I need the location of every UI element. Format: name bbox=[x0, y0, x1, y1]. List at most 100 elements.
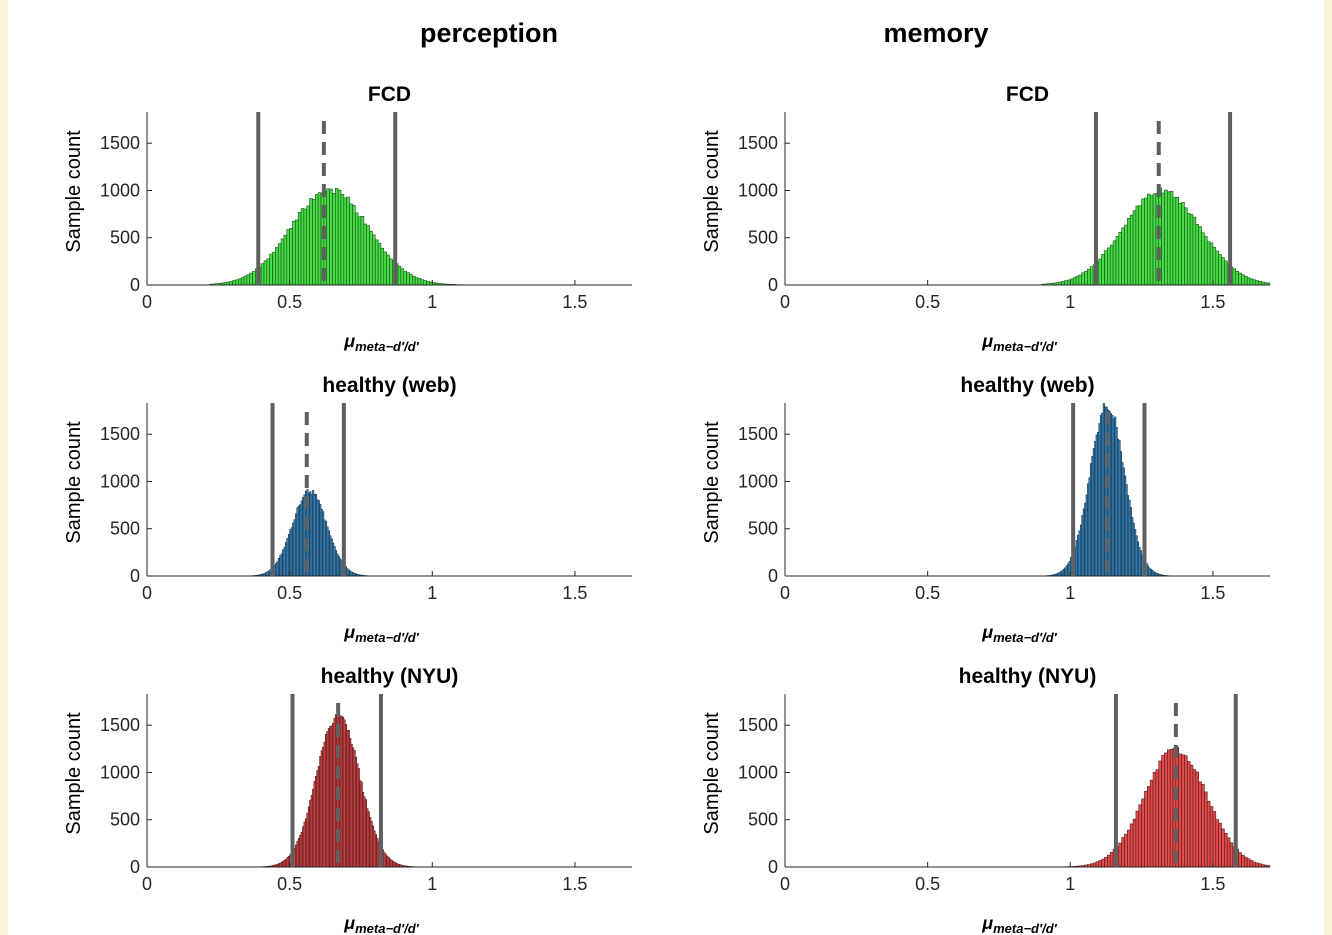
histogram-bar bbox=[1221, 828, 1225, 868]
histogram-bar bbox=[303, 208, 308, 286]
histogram-bar bbox=[423, 280, 427, 286]
histogram-bar bbox=[1104, 250, 1108, 286]
histogram-bar bbox=[1181, 754, 1185, 868]
histogram-bar bbox=[1215, 819, 1219, 868]
histogram-bar bbox=[357, 216, 362, 286]
histogram-bar bbox=[420, 279, 425, 286]
histogram-bar bbox=[1084, 270, 1088, 286]
x-axis-label: μmeta−d′/d′ bbox=[343, 331, 419, 354]
histogram-bar bbox=[1238, 272, 1242, 286]
histogram-bar bbox=[1164, 189, 1168, 286]
y-tick-label: 1000 bbox=[738, 471, 778, 491]
x-axis-label: μmeta−d′/d′ bbox=[343, 913, 419, 935]
histogram-bar bbox=[377, 243, 382, 286]
histogram-bar bbox=[417, 278, 422, 286]
histogram-bar bbox=[1184, 207, 1188, 286]
histogram-bar bbox=[1161, 755, 1165, 868]
y-axis-label: Sample count bbox=[63, 421, 85, 544]
x-axis-label-symbol: μ bbox=[981, 622, 993, 642]
histogram-bar bbox=[260, 263, 265, 286]
histogram-bar bbox=[232, 280, 236, 286]
subplot-5: 0 0.5 1 1.5 0 500 1000 1500 healthy (NYU) Sample … bbox=[63, 665, 632, 935]
y-axis-label: Sample count bbox=[701, 712, 723, 835]
histogram-bar bbox=[1135, 205, 1140, 286]
histogram-bar bbox=[1098, 860, 1102, 868]
histogram-bars bbox=[1064, 747, 1271, 868]
histogram-bar bbox=[1244, 856, 1248, 868]
histogram-bar bbox=[406, 272, 410, 286]
histogram-bar bbox=[312, 199, 316, 286]
subplot-title: healthy (web) bbox=[960, 374, 1094, 397]
x-tick-label: 1.5 bbox=[562, 874, 587, 894]
figure: perception memory 0 0.5 1 1.5 0 500 1000 1500 FC… bbox=[8, 0, 1324, 935]
histogram-bar bbox=[340, 194, 345, 286]
y-tick-label: 500 bbox=[110, 228, 140, 248]
histogram-bar bbox=[1249, 278, 1254, 286]
histogram-bar bbox=[332, 192, 336, 286]
histogram-bar bbox=[1155, 769, 1160, 868]
column-title-perception: perception bbox=[419, 18, 559, 48]
y-axis-label: Sample count bbox=[63, 712, 85, 835]
x-axis-label: μmeta−d′/d′ bbox=[981, 622, 1057, 645]
x-tick-label: 1 bbox=[427, 292, 437, 312]
histogram-bar bbox=[1192, 769, 1197, 868]
histogram-bar bbox=[1246, 277, 1251, 286]
histogram-bar bbox=[286, 229, 290, 286]
x-tick-label: 1 bbox=[1065, 583, 1075, 603]
y-tick-label: 0 bbox=[768, 857, 778, 877]
histogram-bar bbox=[1078, 274, 1083, 286]
x-axis-label-subscript: meta−d′/d′ bbox=[993, 630, 1058, 645]
histogram-bar bbox=[1109, 852, 1114, 868]
x-tick-label: 1 bbox=[1065, 874, 1075, 894]
histogram-bar bbox=[360, 216, 365, 286]
histogram-bar bbox=[1144, 197, 1148, 286]
histogram-bar bbox=[412, 275, 416, 286]
histogram-bar bbox=[1132, 210, 1137, 286]
y-tick-label: 1500 bbox=[738, 133, 778, 153]
histogram-bar bbox=[1118, 842, 1122, 868]
histogram-bar bbox=[1244, 275, 1248, 286]
histogram-bar bbox=[1141, 198, 1145, 286]
histogram-bar bbox=[403, 270, 407, 286]
x-tick-label: 0.5 bbox=[277, 874, 302, 894]
histogram-bar bbox=[1209, 806, 1214, 868]
x-tick-label: 0.5 bbox=[915, 583, 940, 603]
y-tick-label: 1000 bbox=[738, 180, 778, 200]
histogram-bar bbox=[1195, 224, 1199, 286]
x-tick-label: 1.5 bbox=[562, 583, 587, 603]
histogram-bar bbox=[1147, 193, 1151, 286]
histogram-bar bbox=[1089, 266, 1094, 286]
y-tick-label: 0 bbox=[130, 275, 140, 295]
histogram-bar bbox=[315, 194, 319, 286]
x-axis-label-symbol: μ bbox=[343, 622, 355, 642]
histogram-bar bbox=[1255, 280, 1259, 286]
histogram-bar bbox=[1064, 280, 1068, 286]
histogram-bar bbox=[1121, 837, 1125, 868]
histogram-bar bbox=[283, 234, 288, 286]
histogram-bar bbox=[1246, 858, 1251, 868]
histogram-bar bbox=[1124, 833, 1128, 868]
y-axis-label: Sample count bbox=[63, 130, 85, 253]
x-axis-label: μmeta−d′/d′ bbox=[981, 913, 1057, 935]
histogram-bar bbox=[235, 279, 239, 286]
y-tick-label: 500 bbox=[748, 810, 778, 830]
histogram-bar bbox=[1178, 753, 1182, 868]
y-axis-label: Sample count bbox=[701, 421, 723, 544]
histogram-bar bbox=[1127, 218, 1131, 286]
histogram-bar bbox=[1138, 804, 1142, 868]
histogram-bar bbox=[1152, 193, 1157, 286]
histogram-bar bbox=[1189, 214, 1194, 286]
y-tick-label: 1500 bbox=[738, 424, 778, 444]
y-tick-label: 1000 bbox=[738, 762, 778, 782]
y-tick-label: 0 bbox=[768, 566, 778, 586]
histogram-bar bbox=[363, 223, 367, 286]
x-tick-label: 0 bbox=[780, 583, 790, 603]
histogram-bar bbox=[1198, 781, 1202, 868]
histogram-bar bbox=[280, 238, 285, 286]
subplot-1: 0 0.5 1 1.5 0 500 1000 1500 FCD Sample count μmeta… bbox=[63, 83, 632, 354]
histogram-bar bbox=[292, 220, 296, 286]
subplot-2: 0 0.5 1 1.5 0 500 1000 1500 FCD Sample count μmeta… bbox=[701, 83, 1271, 354]
x-tick-label: 1 bbox=[427, 583, 437, 603]
histogram-bar bbox=[1226, 837, 1231, 868]
x-tick-label: 1.5 bbox=[1200, 292, 1225, 312]
